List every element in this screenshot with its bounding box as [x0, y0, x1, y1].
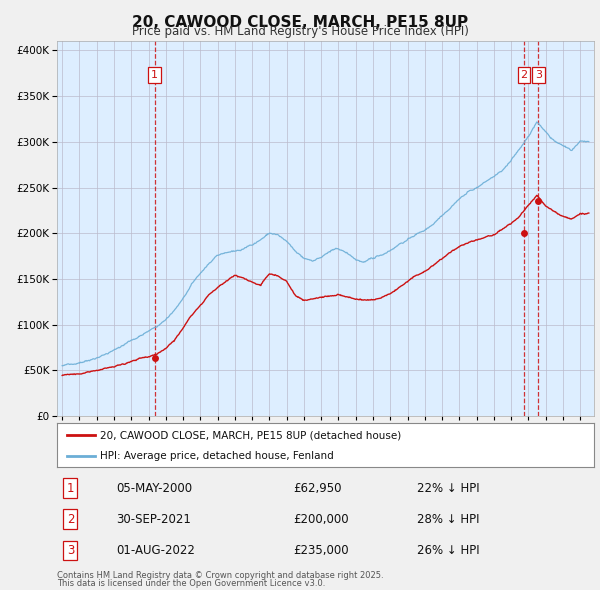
Text: HPI: Average price, detached house, Fenland: HPI: Average price, detached house, Fenl… [100, 451, 334, 461]
Text: 01-AUG-2022: 01-AUG-2022 [116, 544, 195, 557]
Text: 3: 3 [67, 544, 74, 557]
Text: 2: 2 [67, 513, 74, 526]
Text: 1: 1 [67, 481, 74, 494]
Text: 26% ↓ HPI: 26% ↓ HPI [417, 544, 479, 557]
Text: 22% ↓ HPI: 22% ↓ HPI [417, 481, 479, 494]
Text: 1: 1 [151, 70, 158, 80]
Text: 28% ↓ HPI: 28% ↓ HPI [417, 513, 479, 526]
Text: Contains HM Land Registry data © Crown copyright and database right 2025.: Contains HM Land Registry data © Crown c… [57, 571, 383, 579]
Text: Price paid vs. HM Land Registry's House Price Index (HPI): Price paid vs. HM Land Registry's House … [131, 25, 469, 38]
Text: This data is licensed under the Open Government Licence v3.0.: This data is licensed under the Open Gov… [57, 579, 325, 588]
Text: 20, CAWOOD CLOSE, MARCH, PE15 8UP (detached house): 20, CAWOOD CLOSE, MARCH, PE15 8UP (detac… [100, 431, 401, 440]
Text: £62,950: £62,950 [293, 481, 342, 494]
Text: 3: 3 [535, 70, 542, 80]
Text: 2: 2 [521, 70, 527, 80]
Text: 20, CAWOOD CLOSE, MARCH, PE15 8UP: 20, CAWOOD CLOSE, MARCH, PE15 8UP [132, 15, 468, 30]
Text: 05-MAY-2000: 05-MAY-2000 [116, 481, 192, 494]
Text: 30-SEP-2021: 30-SEP-2021 [116, 513, 191, 526]
Text: £235,000: £235,000 [293, 544, 349, 557]
Text: £200,000: £200,000 [293, 513, 349, 526]
